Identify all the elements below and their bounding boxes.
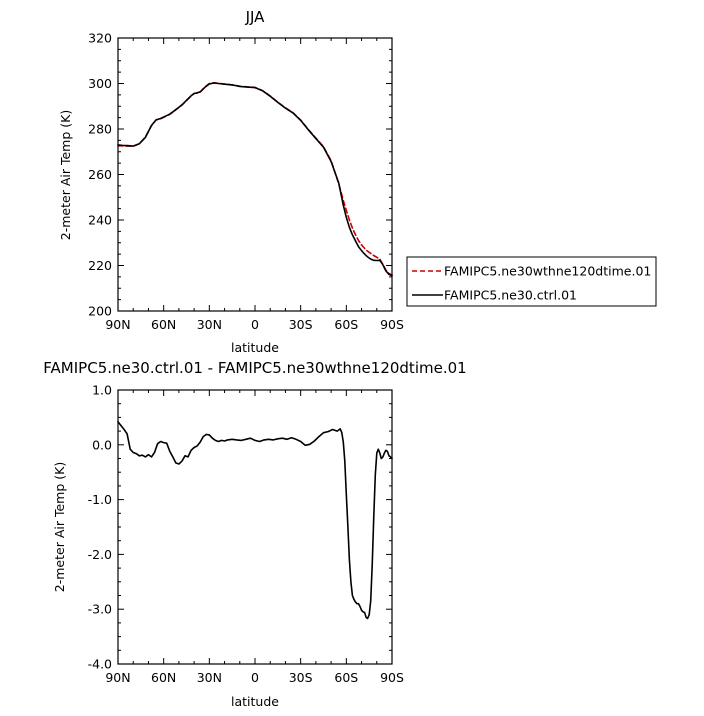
top-xtick-label: 60S (334, 317, 358, 332)
bottom-chart-xlabel: latitude (231, 694, 279, 709)
top-plot-frame (117, 37, 393, 312)
bottom-ytick-label: -4.0 (88, 657, 112, 672)
bottom-ytick-label: -3.0 (88, 602, 112, 617)
top-chart-lines (117, 82, 393, 277)
top-ytick-label: 260 (88, 167, 112, 182)
bottom-chart-lines (117, 421, 393, 620)
top-ytick-label: 300 (88, 76, 112, 91)
bottom-ytick-label: -2.0 (88, 547, 112, 562)
legend-entry-ne120: FAMIPC5.ne30wthne120dtime.01 (444, 264, 651, 279)
bottom-xtick-label: 30S (289, 670, 313, 685)
bottom-chart-ylabel: 2-meter Air Temp (K) (52, 462, 67, 592)
top-xtick-label: 30S (289, 317, 313, 332)
legend: FAMIPC5.ne30wthne120dtime.01 FAMIPC5.ne3… (406, 256, 657, 307)
top-chart-xlabel: latitude (231, 340, 279, 355)
top-xtick-label: 60N (151, 317, 176, 332)
bottom-series-line-0 (117, 421, 393, 620)
bottom-plot-frame (117, 389, 393, 665)
bottom-ytick-label: 1.0 (92, 383, 112, 398)
top-chart-title: JJA (245, 8, 266, 26)
top-ytick-label: 240 (88, 213, 112, 228)
top-xtick-label: 30N (197, 317, 222, 332)
top-chart-axes: 90N 60N 30N 0 30S 60S 90S 200 220 240 260 280 300 320 (88, 31, 404, 333)
bottom-ytick-label: 0.0 (92, 437, 112, 452)
top-chart: JJA 90N 60N 30N 0 30S 60S 90S 200 220 240 260 280 30… (58, 8, 404, 355)
top-series-line-0 (117, 82, 393, 276)
bottom-xtick-label: 30N (197, 670, 222, 685)
legend-box (406, 256, 657, 307)
bottom-xtick-label: 90N (105, 670, 130, 685)
bottom-xtick-label: 60S (334, 670, 358, 685)
bottom-xtick-label: 0 (251, 670, 259, 685)
bottom-chart-axes: 90N 60N 30N 0 30S 60S 90S -4.0 -3.0 -2.0 -1.0 0.0 1.… (88, 383, 404, 686)
bottom-xtick-label: 60N (151, 670, 176, 685)
top-ytick-label: 320 (88, 31, 112, 46)
top-xtick-label: 0 (251, 317, 259, 332)
bottom-xtick-label: 90S (380, 670, 404, 685)
top-xtick-label: 90N (105, 317, 130, 332)
legend-entry-ctrl: FAMIPC5.ne30.ctrl.01 (444, 288, 577, 303)
top-chart-ylabel: 2-meter Air Temp (K) (58, 110, 73, 240)
top-ytick-label: 220 (88, 258, 112, 273)
top-ytick-label: 280 (88, 122, 112, 137)
top-xtick-label: 90S (380, 317, 404, 332)
bottom-chart: FAMIPC5.ne30.ctrl.01 - FAMIPC5.ne30wthne… (43, 359, 466, 709)
bottom-chart-title: FAMIPC5.ne30.ctrl.01 - FAMIPC5.ne30wthne… (43, 359, 466, 377)
top-ytick-label: 200 (88, 304, 112, 319)
bottom-ytick-label: -1.0 (88, 492, 112, 507)
top-series-line-1 (117, 82, 393, 277)
